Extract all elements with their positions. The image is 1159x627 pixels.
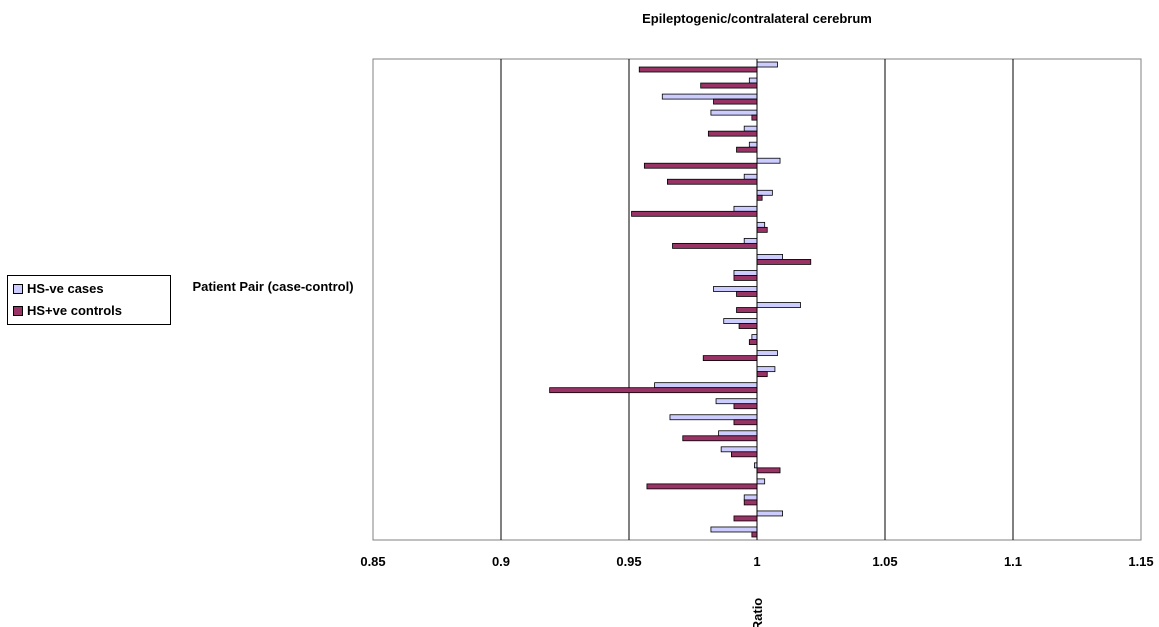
- bar-hs-pos-control: [736, 146, 758, 153]
- bar-hs-neg-case: [756, 189, 773, 196]
- legend-swatch-hs-pos-controls: [13, 305, 23, 316]
- bar-hs-pos-control: [736, 307, 758, 313]
- bar-hs-neg-case: [751, 334, 758, 340]
- bar-hs-neg-case: [718, 430, 758, 437]
- bar-hs-pos-control: [733, 419, 758, 426]
- bar-hs-pos-control: [756, 226, 768, 233]
- bar-hs-pos-control: [756, 259, 812, 265]
- bar-hs-neg-case: [720, 446, 758, 453]
- legend: HS-ve cases HS+ve controls: [7, 275, 171, 325]
- bar-hs-pos-control: [549, 387, 758, 394]
- bar-hs-pos-control: [736, 291, 758, 297]
- bar-hs-pos-control: [638, 66, 758, 73]
- bar-hs-pos-control: [756, 371, 768, 378]
- bar-hs-pos-control: [702, 355, 758, 362]
- bar-hs-neg-case: [743, 237, 758, 244]
- bar-hs-neg-case: [733, 205, 758, 212]
- x-tick-label: 1.1: [1004, 554, 1022, 569]
- bar-hs-neg-case: [733, 270, 758, 276]
- legend-label-hs-neg-cases: HS-ve cases: [27, 281, 104, 296]
- x-tick-label: 0.85: [360, 554, 385, 569]
- bar-hs-pos-control: [743, 499, 758, 506]
- chart-title: Epileptogenic/contralateral cerebrum: [642, 11, 872, 26]
- bar-hs-neg-case: [723, 318, 758, 324]
- bar-hs-neg-case: [710, 526, 758, 533]
- x-axis-label: Ratio: [750, 598, 765, 627]
- bar-hs-pos-control: [672, 242, 758, 249]
- bar-hs-pos-control: [700, 82, 758, 89]
- bar-hs-pos-control: [738, 323, 758, 329]
- bar-hs-neg-case: [743, 494, 758, 501]
- bar-hs-pos-control: [733, 403, 758, 410]
- bar-hs-neg-case: [669, 414, 758, 421]
- bar-hs-neg-case: [756, 61, 778, 68]
- x-tick-label: 0.9: [492, 554, 510, 569]
- bar-hs-neg-case: [748, 141, 758, 148]
- x-tick-label: 0.95: [616, 554, 641, 569]
- bar-hs-neg-case: [756, 221, 766, 228]
- bar-hs-neg-case: [756, 366, 776, 373]
- bar-hs-neg-case: [661, 93, 758, 100]
- bar-hs-neg-case: [710, 109, 758, 116]
- x-tick-label: 1.05: [872, 554, 897, 569]
- bar-hs-pos-control: [756, 467, 781, 474]
- x-tick-label: 1.15: [1128, 554, 1153, 569]
- bar-hs-pos-control: [682, 435, 758, 442]
- bar-hs-pos-control: [667, 178, 758, 185]
- bar-hs-pos-control: [631, 210, 758, 217]
- y-axis-label: Patient Pair (case-control): [192, 279, 354, 294]
- bar-hs-pos-control: [751, 114, 758, 121]
- bar-hs-neg-case: [756, 350, 778, 357]
- bar-hs-neg-case: [756, 157, 781, 164]
- bar-hs-pos-control: [756, 194, 763, 201]
- x-tick-label: 1: [753, 554, 760, 569]
- legend-item-hs-pos-controls: HS+ve controls: [13, 303, 122, 318]
- bar-hs-neg-case: [756, 510, 784, 517]
- legend-item-hs-neg-cases: HS-ve cases: [13, 281, 104, 296]
- legend-swatch-hs-neg-cases: [13, 283, 23, 294]
- bar-hs-neg-case: [713, 286, 758, 292]
- bar-hs-pos-control: [751, 531, 758, 538]
- bar-hs-pos-control: [733, 515, 758, 522]
- bar-hs-pos-control: [733, 275, 758, 281]
- bar-hs-pos-control: [731, 451, 758, 458]
- legend-label-hs-pos-controls: HS+ve controls: [27, 303, 123, 318]
- bar-hs-pos-control: [646, 483, 758, 490]
- bar-hs-neg-case: [743, 125, 758, 132]
- bar-hs-pos-control: [748, 339, 758, 345]
- bar-hs-neg-case: [756, 302, 801, 308]
- bar-hs-neg-case: [748, 77, 758, 84]
- bar-hs-neg-case: [715, 398, 758, 405]
- bar-hs-neg-case: [756, 254, 784, 260]
- bar-hs-pos-control: [707, 130, 758, 137]
- bar-hs-pos-control: [643, 162, 758, 169]
- bar-hs-pos-control: [713, 98, 758, 105]
- bar-hs-neg-case: [756, 478, 766, 485]
- bar-hs-neg-case: [654, 382, 758, 389]
- bar-hs-neg-case: [743, 173, 758, 180]
